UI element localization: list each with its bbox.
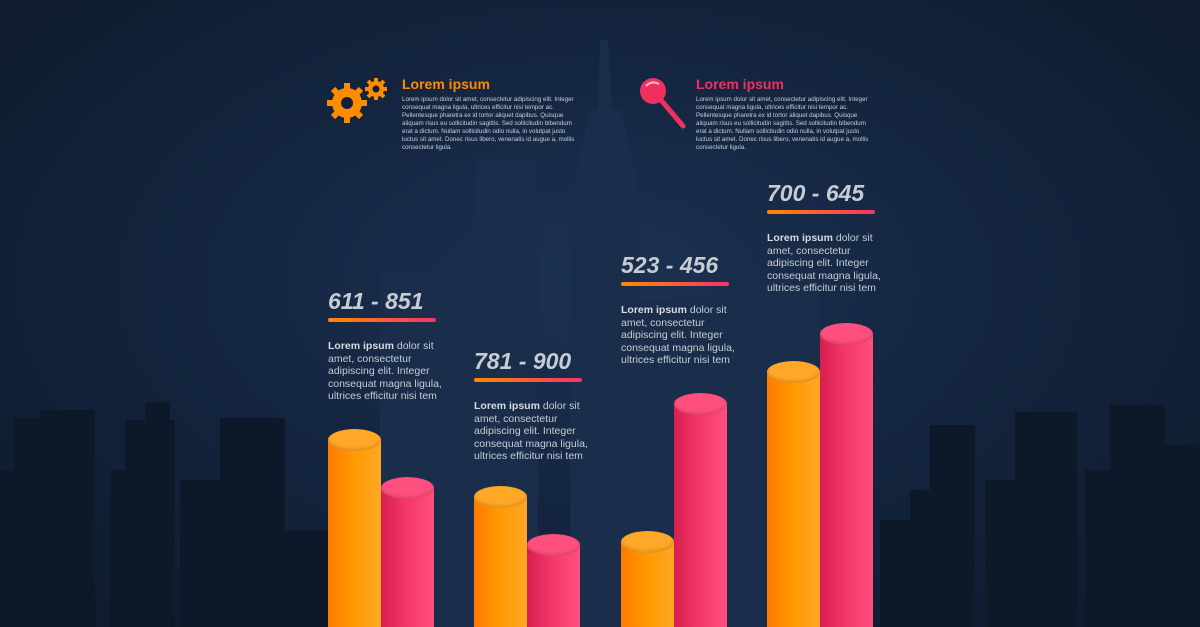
magnifier-icon <box>638 76 688 135</box>
range-underline <box>474 378 582 382</box>
description-text: dolor sit amet, consectetur adipiscing e… <box>767 232 881 294</box>
gears-icon <box>326 77 390 130</box>
range-underline <box>621 282 729 286</box>
group-description: Lorem ipsum dolor sit amet, consectetur … <box>474 400 594 463</box>
range-underline <box>767 210 875 214</box>
info-title: Lorem ipsum <box>402 76 490 92</box>
bar-pink-3 <box>674 393 727 627</box>
bar-pink-4 <box>820 323 873 627</box>
info-block-gears: Lorem ipsum Lorem ipsum dolor sit amet, … <box>402 76 582 152</box>
description-bold: Lorem ipsum <box>474 400 540 412</box>
range-label: 611 - 851 <box>328 288 424 314</box>
info-body: Lorem ipsum dolor sit amet, consectetur … <box>402 96 575 151</box>
info-block-search: Lorem ipsum Lorem ipsum dolor sit amet, … <box>696 76 876 152</box>
description-bold: Lorem ipsum <box>621 304 687 316</box>
description-bold: Lorem ipsum <box>328 340 394 352</box>
description-text: dolor sit amet, consectetur adipiscing e… <box>328 340 442 402</box>
bar-orange-1 <box>328 428 381 627</box>
range-label: 781 - 900 <box>474 348 572 374</box>
range-underline <box>328 318 436 322</box>
group-description: Lorem ipsum dolor sit amet, consectetur … <box>767 232 887 295</box>
bar-orange-3 <box>621 531 674 627</box>
range-label: 700 - 645 <box>767 180 865 206</box>
bar-pink-2 <box>527 534 580 627</box>
group-description: Lorem ipsum dolor sit amet, consectetur … <box>621 304 741 367</box>
bar-orange-4 <box>767 361 820 627</box>
info-body: Lorem ipsum dolor sit amet, consectetur … <box>696 96 869 151</box>
bar-orange-2 <box>474 486 527 627</box>
description-text: dolor sit amet, consectetur adipiscing e… <box>474 400 588 462</box>
info-title: Lorem ipsum <box>696 76 784 92</box>
description-bold: Lorem ipsum <box>767 232 833 244</box>
bar-pink-1 <box>381 476 434 627</box>
group-description: Lorem ipsum dolor sit amet, consectetur … <box>328 340 448 403</box>
description-text: dolor sit amet, consectetur adipiscing e… <box>621 304 735 366</box>
range-label: 523 - 456 <box>621 252 719 278</box>
